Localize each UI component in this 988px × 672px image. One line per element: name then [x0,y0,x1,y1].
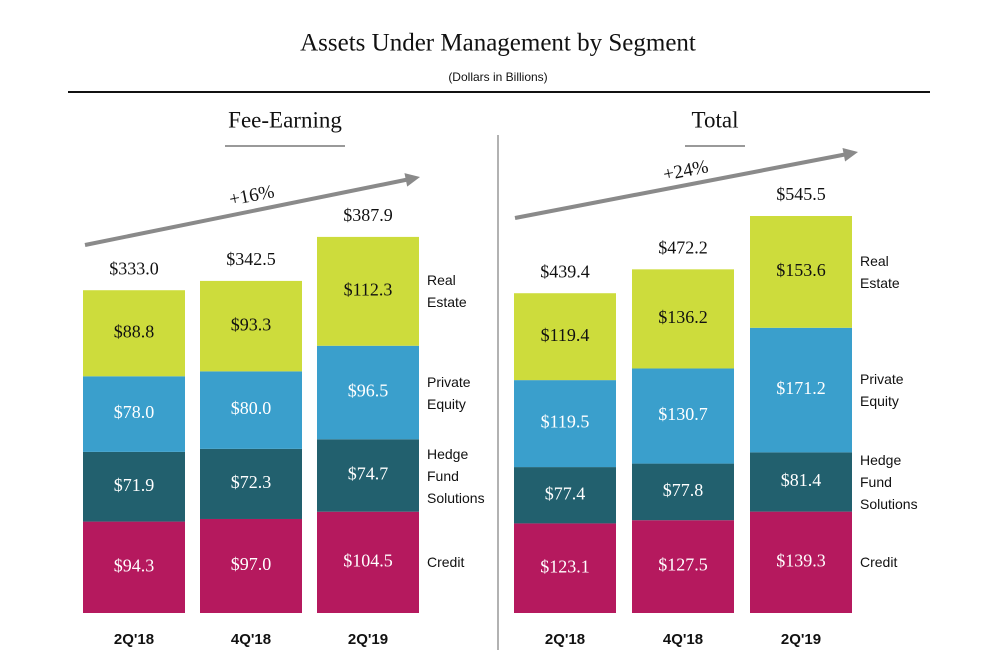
value-label: $127.5 [658,555,708,575]
legend-entry: Credit [427,554,465,571]
bar-segment [514,293,616,381]
value-label: $123.1 [540,556,590,576]
x-tick-label: 2Q'18 [114,631,154,648]
value-label: $97.0 [231,554,272,574]
bar-segment [750,327,852,453]
legend-label: Credit [860,554,898,571]
value-label: $77.8 [663,480,704,500]
legend-label: Private Equity [860,371,904,410]
value-label: $130.7 [658,404,708,424]
legend-entry: Real Estate [860,252,900,291]
page-subtitle: (Dollars in Billions) [448,70,547,84]
value-label: $119.5 [541,412,590,432]
chart-title: Fee-Earning [228,107,342,132]
total-label: $333.0 [109,258,159,278]
value-label: $119.4 [541,325,590,345]
bar-segment [750,452,852,512]
value-label: $88.8 [114,321,155,341]
legend-entry: Hedge Fund Solutions [427,445,485,506]
total-label: $545.5 [776,184,826,204]
legend-entry: Private Equity [860,371,904,410]
bar-segment [200,371,302,449]
growth-arrow [84,177,409,247]
legend-label: Hedge Fund Solutions [427,445,485,506]
legend-label: Real Estate [427,272,467,311]
bar-segment [200,518,302,613]
bar-segment [750,216,852,328]
chart-title: Total [692,107,739,132]
value-label: $78.0 [114,402,155,422]
x-tick-label: 2Q'18 [545,631,585,648]
bar-segment [750,511,852,613]
bar-segment [514,467,616,524]
page-title: Assets Under Management by Segment [300,30,696,57]
legend-label: Real Estate [860,252,900,291]
bar-segment [514,523,616,613]
growth-arrow [514,152,847,220]
value-label: $81.4 [781,470,822,490]
arrow-head [842,148,858,162]
value-label: $104.5 [343,550,393,570]
total-label: $472.2 [658,237,708,257]
bar-segment [632,368,734,464]
bar-segment [514,380,616,468]
bar-segment [83,451,185,522]
bar-segment [317,439,419,512]
value-label: $74.7 [348,464,389,484]
bar-segment [317,236,419,346]
value-label: $112.3 [344,279,393,299]
bar-segment [200,280,302,372]
total-label: $387.9 [343,205,393,225]
bar-segment [83,290,185,377]
value-label: $94.3 [114,555,155,575]
value-label: $71.9 [114,475,155,495]
legend-entry: Hedge Fund Solutions [860,452,918,512]
bar-segment [632,520,734,613]
total-label: $342.5 [226,249,276,269]
legend-entry: Credit [860,554,898,571]
x-tick-label: 4Q'18 [231,631,271,648]
x-tick-label: 4Q'18 [663,631,703,648]
value-label: $153.6 [776,260,826,280]
arrow-head [404,173,420,187]
bar-segment [632,269,734,369]
value-label: $93.3 [231,314,272,334]
x-tick-label: 2Q'19 [781,631,821,648]
bar-segment [83,376,185,452]
bar-segment [317,345,419,440]
value-label: $96.5 [348,381,389,401]
legend-entry: Real Estate [427,272,467,311]
value-label: $72.3 [231,472,272,492]
bar-segment [632,463,734,521]
value-label: $139.3 [776,550,826,570]
legend-label: Private Equity [427,373,471,412]
value-label: $77.4 [545,483,586,503]
x-tick-label: 2Q'19 [348,631,388,648]
total-label: $439.4 [540,261,590,281]
legend-label: Credit [427,554,465,571]
value-label: $80.0 [231,398,272,418]
bar-segment [200,448,302,519]
value-label: $171.2 [776,378,826,398]
legend-label: Hedge Fund Solutions [860,452,918,512]
bar-segment [83,521,185,613]
legend-entry: Private Equity [427,373,471,412]
bar-segment [317,511,419,613]
value-label: $136.2 [658,307,708,327]
